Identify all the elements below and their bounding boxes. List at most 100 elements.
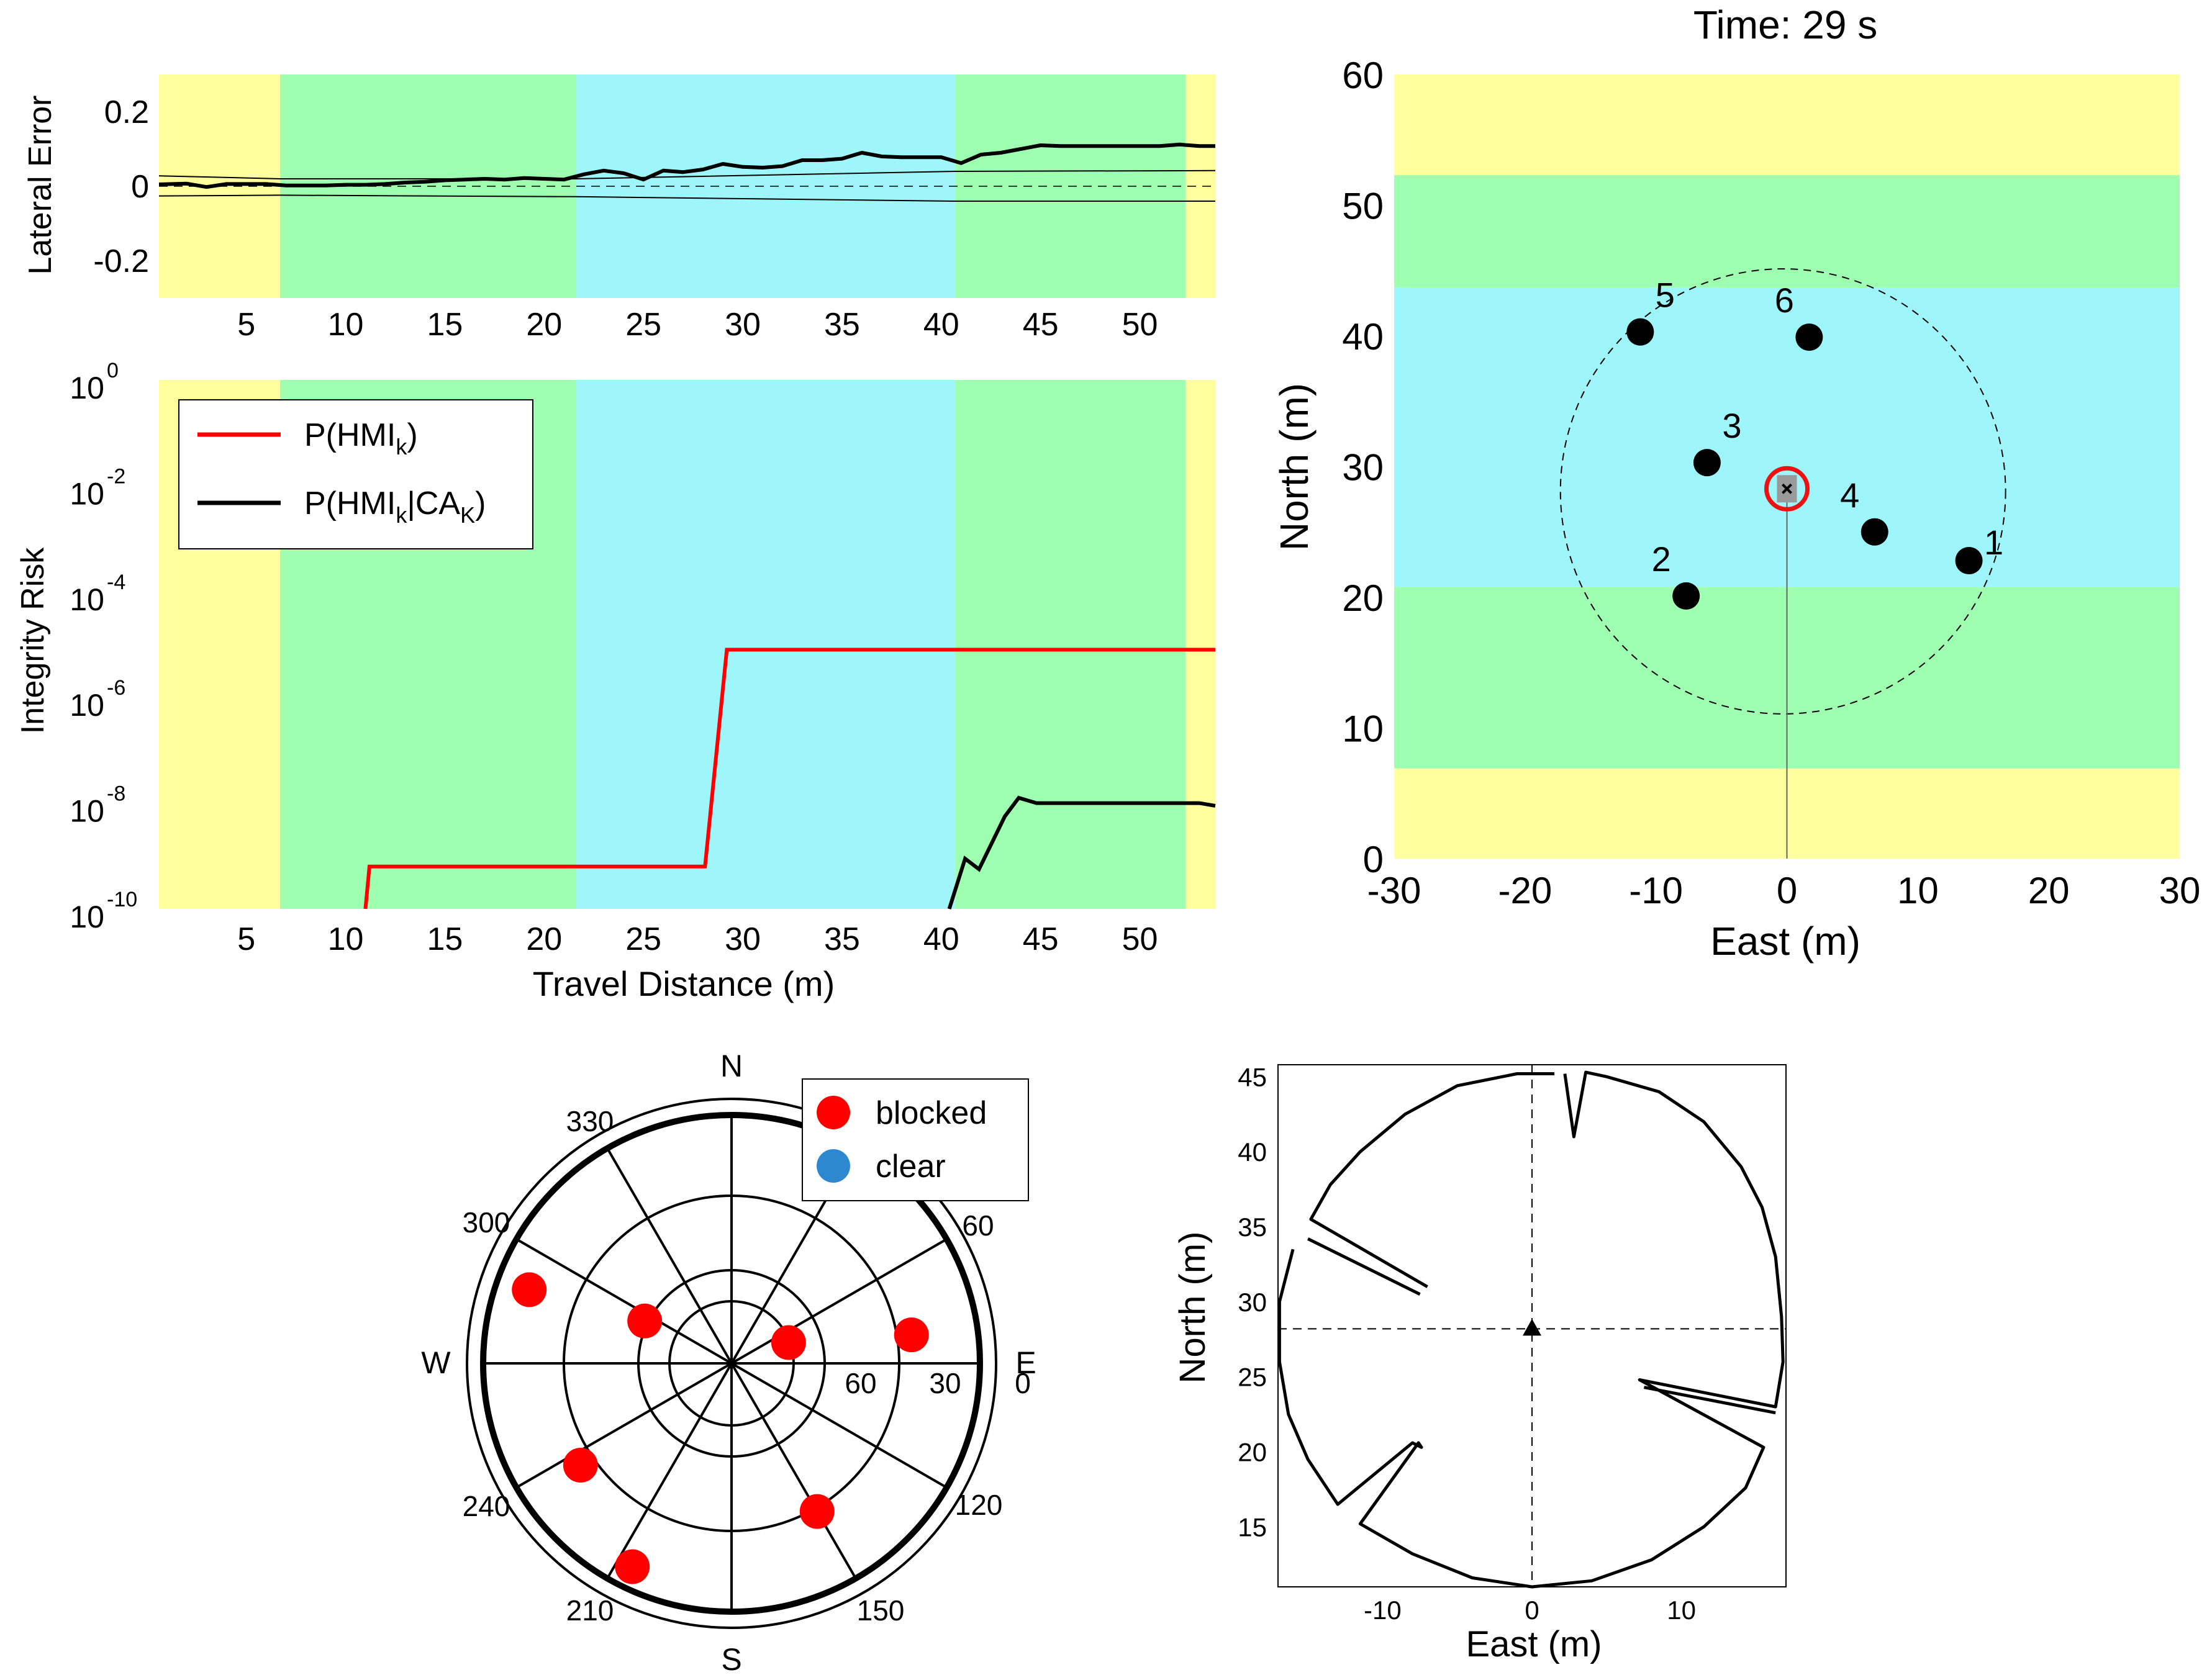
polar-angle-300: 300 [463, 1206, 510, 1239]
polar-radial-30: 30 [929, 1367, 961, 1399]
risk-band-3 [955, 380, 1186, 909]
risk-ytick-base-0: 10 [70, 371, 104, 405]
lateral-xtick-15: 15 [427, 307, 463, 343]
vehicle-uncertainty-ellipse [1764, 466, 1810, 512]
scan-ytick-35: 35 [1238, 1212, 1267, 1242]
lateral-xtick-30: 30 [725, 307, 761, 343]
lateral-xtick-35: 35 [824, 307, 860, 343]
lateral-xtick-45: 45 [1023, 307, 1059, 343]
map-panel: 1 2 3 4 5 6 -30 -20 -10 0 10 20 30 0 10 20 30 40 50 60 Tim… [1272, 2, 2200, 964]
risk-ytick-exp-4: -8 [107, 782, 125, 806]
risk-xtick-50: 50 [1122, 921, 1158, 957]
map-ylabel: North (m) [1272, 383, 1317, 551]
scan-xtick--10: -10 [1364, 1596, 1402, 1625]
risk-xtick-25: 25 [625, 921, 661, 957]
landmark-label-3: 3 [1722, 406, 1741, 445]
risk-xtick-10: 10 [328, 921, 364, 957]
scan-panel: -10 0 10 15 20 25 30 35 40 45 East (m) North (m) [1172, 1062, 1787, 1664]
risk-xtick-15: 15 [427, 921, 463, 957]
scan-outline-1 [1277, 1070, 1785, 1589]
risk-xtick-5: 5 [237, 921, 255, 957]
satellite-marker-6 [799, 1494, 835, 1529]
lateral-xtick-10: 10 [328, 307, 364, 343]
landmark-5 [1626, 318, 1654, 346]
risk-band-2 [576, 380, 956, 909]
landmark-4 [1861, 518, 1888, 546]
polar-legend: blocked clear [802, 1078, 1029, 1201]
risk-ytick-exp-3: -6 [107, 676, 125, 700]
risk-xtick-20: 20 [526, 921, 562, 957]
risk-lines [363, 648, 1216, 910]
risk-bands [159, 380, 1215, 909]
scan-ticks: -10 0 10 15 20 25 30 35 40 45 [1238, 1062, 1696, 1625]
risk-xlabel: Travel Distance (m) [533, 964, 835, 1003]
scan-xtick-10: 10 [1667, 1596, 1696, 1625]
map-ytick-40: 40 [1342, 316, 1384, 358]
legend-blocked-marker [817, 1096, 850, 1129]
lateral-xtick-25: 25 [625, 307, 661, 343]
map-xtick--10: -10 [1629, 870, 1683, 911]
risk-series-1 [947, 795, 1216, 910]
legend-clear-marker [817, 1149, 850, 1183]
risk-ytick-exp-1: -2 [107, 464, 125, 488]
satellite-marker-3 [894, 1317, 929, 1353]
legend-clear-label: clear [876, 1149, 946, 1185]
risk-ytick-exp-2: -4 [107, 571, 125, 594]
map-band-4 [1394, 74, 2180, 176]
landmark-1 [1955, 547, 1983, 575]
legend-phmi-ca: P(HMIk|CAK) [304, 485, 486, 528]
risk-ytick-base-3: 10 [70, 688, 104, 723]
map-content: 1 2 3 4 5 6 [1559, 268, 2006, 859]
map-ytick-50: 50 [1342, 186, 1384, 227]
scan-ytick-15: 15 [1238, 1512, 1267, 1542]
map-title: Time: 29 s [1693, 2, 1877, 47]
polar-dir-e: E [1015, 1345, 1036, 1380]
vehicle-center-marker [1782, 483, 1792, 494]
landmark-2 [1672, 582, 1700, 610]
legend-blocked-label: blocked [876, 1095, 987, 1131]
lateral-series-2 [158, 194, 1215, 202]
risk-ylabel: Integrity Risk [15, 547, 51, 734]
polar-grid [466, 1098, 997, 1629]
map-ticks: -30 -20 -10 0 10 20 30 0 10 20 30 40 50 60 [1342, 55, 2200, 911]
map-xtick-0: 0 [1777, 870, 1797, 911]
polar-radial-60: 60 [845, 1367, 876, 1399]
lateral-ylabel: Lateral Error [22, 96, 58, 275]
scan-outline-0 [1309, 1072, 1555, 1288]
map-xtick-30: 30 [2159, 870, 2201, 911]
map-ytick-20: 20 [1342, 577, 1384, 619]
polar-angle-330: 330 [566, 1105, 614, 1137]
polar-dir-w: W [421, 1345, 451, 1380]
lateral-series-1 [158, 169, 1216, 179]
scan-ylabel: North (m) [1172, 1232, 1213, 1384]
polar-panel: N S W E 330 60 300 120 240 150 210 60 30… [421, 1049, 1036, 1675]
polar-outer-frame [466, 1098, 997, 1629]
map-xlabel: East (m) [1710, 919, 1861, 964]
polar-dir-s: S [721, 1642, 741, 1675]
polar-angle-240: 240 [463, 1490, 510, 1522]
satellite-marker-2 [771, 1325, 806, 1360]
lateral-ticks: 5 10 15 20 25 30 35 40 45 50 0.2 0 -0.2 [93, 94, 1158, 343]
satellite-marker-0 [512, 1272, 547, 1307]
polar-radial-0: 0 [1015, 1367, 1031, 1399]
polar-dir-n: N [720, 1049, 743, 1083]
scan-content [1277, 1064, 1787, 1589]
scan-ytick-40: 40 [1238, 1137, 1267, 1167]
sensor-range-circle [1559, 268, 2006, 715]
landmark-6 [1795, 323, 1823, 351]
lateral-xtick-40: 40 [923, 307, 959, 343]
risk-legend: P(HMIk) P(HMIk|CAK) [178, 399, 533, 549]
polar-angle-120: 120 [955, 1489, 1003, 1521]
lateral-ytick-1: 0 [131, 169, 149, 205]
scan-wedge-left [1307, 1237, 1421, 1296]
lateral-ytick-2: -0.2 [93, 243, 149, 279]
satellite-marker-4 [563, 1448, 598, 1483]
scan-wedge-right [1643, 1386, 1776, 1415]
satellite-marker-5 [615, 1549, 650, 1584]
legend-phmi: P(HMIk) [304, 417, 418, 459]
scan-ytick-25: 25 [1238, 1363, 1267, 1392]
polar-angle-60: 60 [962, 1209, 994, 1242]
risk-xtick-30: 30 [725, 921, 761, 957]
